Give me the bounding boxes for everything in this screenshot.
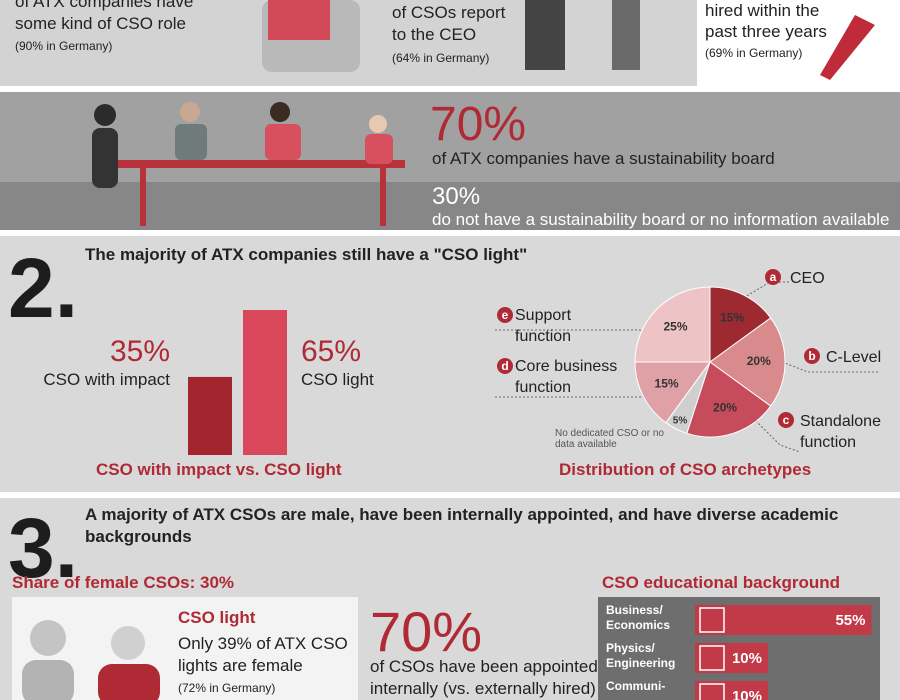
pie-slice [709, 286, 772, 363]
value-label: 15% [655, 376, 679, 390]
female-title: Share of female CSOs: 30% [12, 573, 235, 592]
pie-slice [686, 361, 772, 438]
category-label: Standalone function [800, 413, 881, 451]
section-number: 2. [8, 241, 79, 335]
bar-icon [699, 683, 725, 700]
person-figure [525, 0, 565, 70]
category-label: Communi- [606, 679, 666, 693]
intro-text: hired within the [705, 1, 820, 20]
section-heading: The majority of ATX companies still have… [85, 245, 528, 264]
man-body [98, 664, 160, 700]
bar [695, 681, 768, 700]
person-figure [612, 0, 640, 70]
section-number: 3. [8, 501, 79, 595]
person-body [365, 134, 393, 164]
value-label: 10% [731, 688, 762, 700]
board-band-lower [0, 182, 900, 230]
chart-title: CSO educational background [602, 573, 841, 592]
letter-badge [804, 348, 820, 364]
woman-body [22, 660, 74, 700]
category-label: No dedicated CSO or no data available [555, 428, 664, 450]
category-label: C-Level [826, 349, 882, 366]
bar [188, 376, 232, 455]
letter-label: e [502, 308, 509, 322]
woman-head [30, 620, 66, 656]
intro-text: past three years [705, 22, 827, 41]
person-head [94, 104, 116, 126]
card-note: (72% in Germany) [178, 681, 276, 695]
bar-icon [699, 645, 725, 671]
table [115, 160, 405, 168]
category-label: CEO [790, 270, 825, 287]
category-label: Business/ Economics [606, 603, 671, 632]
intro-card [697, 0, 900, 86]
table-leg [140, 168, 146, 226]
board-yes-text: of ATX companies have a sustainability b… [432, 149, 775, 168]
letter-badge [497, 358, 513, 374]
person-head [180, 102, 200, 122]
bar [695, 643, 768, 673]
internal-value: 70% [370, 600, 483, 663]
category-label: Support function [515, 307, 572, 345]
value-label: 35% [109, 335, 170, 368]
intro-note: (69% in Germany) [705, 46, 803, 60]
value-label: 5% [673, 415, 688, 426]
person-body [92, 128, 118, 188]
category-label: CSO with impact [43, 370, 170, 389]
category-label: CSO light [301, 370, 374, 389]
value-label: 25% [664, 320, 688, 334]
leader-line [781, 361, 880, 373]
leader-line [749, 414, 801, 453]
value-label: 10% [731, 650, 762, 667]
board-no-value: 30% [432, 183, 481, 210]
pie-slice [634, 361, 711, 424]
category-label: Physics/ Engineering [606, 641, 676, 670]
chart-title: Distribution of CSO archetypes [559, 460, 812, 479]
category-label: Core business function [515, 358, 618, 396]
person-body [265, 124, 301, 160]
letter-label: a [770, 270, 777, 284]
person-head [369, 115, 387, 133]
letter-label: c [783, 413, 790, 427]
pen-icon [820, 15, 875, 80]
value-label: 55% [835, 612, 866, 629]
letter-label: b [808, 349, 815, 363]
board-no-text: do not have a sustainability board or no… [432, 210, 890, 229]
card-text: Only 39% of ATX CSO lights are female [178, 634, 348, 675]
leader-lines [495, 281, 880, 453]
card-title: CSO light [178, 608, 256, 627]
letter-badge [497, 307, 513, 323]
value-label: 65% [301, 335, 362, 368]
person-body [175, 124, 207, 160]
internal-text: of CSOs have been appointed internally (… [370, 657, 598, 698]
table-leg [380, 168, 386, 226]
pie-slice [709, 317, 786, 407]
intro-text: some kind of CSO role [15, 14, 187, 33]
value-label: 20% [713, 401, 737, 415]
intro-text: of CSOs report [392, 3, 506, 22]
section-heading: A majority of ATX CSOs are male, have be… [85, 505, 839, 546]
man-head [111, 626, 145, 660]
intro-note: (64% in Germany) [392, 51, 490, 65]
pie-slice [634, 286, 711, 363]
chart-title: CSO with impact vs. CSO light [96, 460, 342, 479]
bar-icon [699, 607, 725, 633]
icon-box-front [268, 0, 330, 40]
value-label: 15% [720, 311, 744, 325]
leader-line [739, 281, 790, 301]
value-label: 20% [747, 354, 771, 368]
person-head [270, 102, 290, 122]
letter-label: d [501, 359, 508, 373]
bar [243, 310, 287, 455]
intro-note: (90% in Germany) [15, 39, 113, 53]
intro-text: to the CEO [392, 25, 477, 44]
letter-badge [778, 412, 794, 428]
intro-text: of ATX companies have [15, 0, 194, 11]
board-yes-value: 70% [430, 98, 527, 151]
letter-badge [765, 269, 781, 285]
